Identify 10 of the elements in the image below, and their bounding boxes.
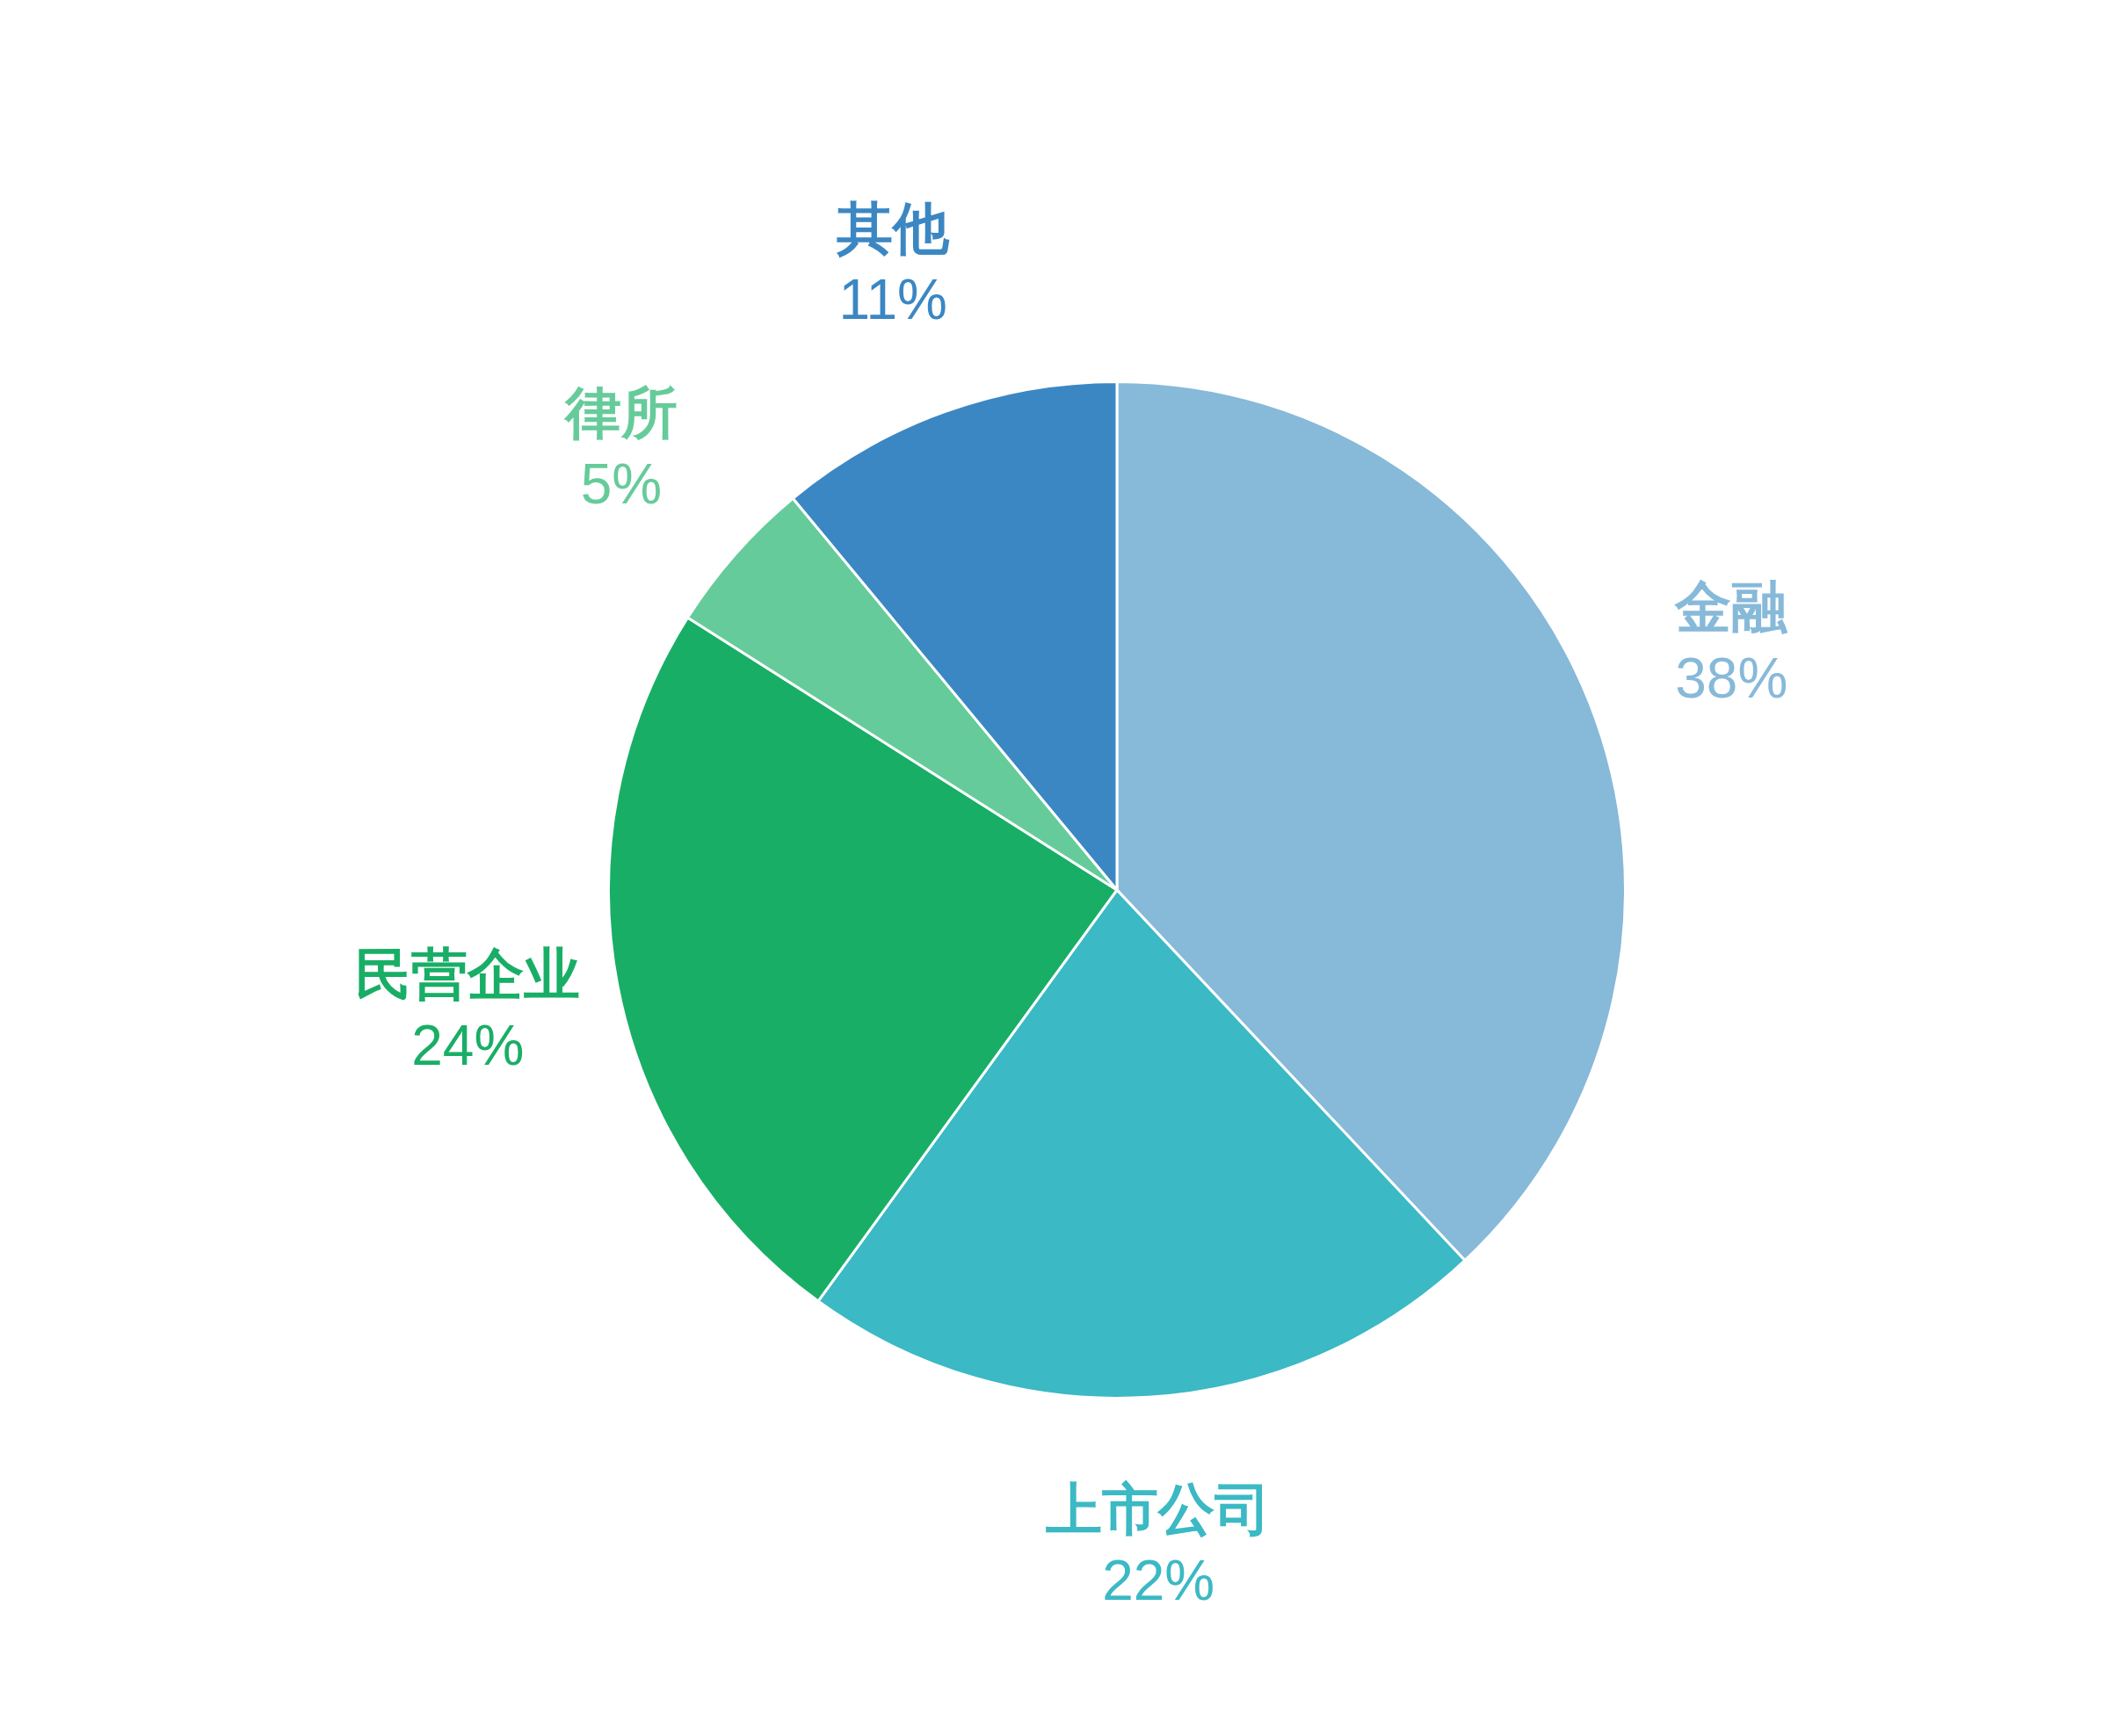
data-label: 38% [1675, 646, 1788, 710]
slice-label: 民营企业 [355, 941, 581, 1007]
slice-label: 金融 [1674, 574, 1789, 640]
data-label: 11% [838, 268, 947, 332]
slice-label: 律所 [562, 380, 678, 446]
slice-label: 其他 [836, 196, 951, 262]
data-label: 22% [1102, 1549, 1215, 1613]
data-label: 5% [580, 452, 663, 517]
slice-label: 上市公司 [1046, 1477, 1272, 1543]
data-label: 24% [411, 1013, 525, 1077]
